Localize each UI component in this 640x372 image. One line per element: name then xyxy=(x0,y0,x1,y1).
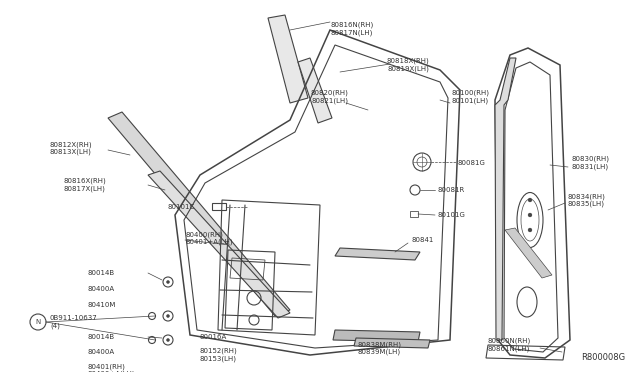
Text: 80081G: 80081G xyxy=(458,160,486,166)
Text: 80152(RH)
80153(LH): 80152(RH) 80153(LH) xyxy=(200,348,237,362)
Text: 80830(RH)
80831(LH): 80830(RH) 80831(LH) xyxy=(572,156,610,170)
Circle shape xyxy=(528,213,532,217)
Text: 80014B: 80014B xyxy=(88,334,115,340)
Polygon shape xyxy=(108,112,290,316)
Text: N: N xyxy=(35,319,40,325)
Text: 80838M(RH)
80839M(LH): 80838M(RH) 80839M(LH) xyxy=(358,341,402,355)
Text: R800008G: R800008G xyxy=(581,353,625,362)
Text: 80400A: 80400A xyxy=(88,286,115,292)
Text: 80816X(RH)
80817X(LH): 80816X(RH) 80817X(LH) xyxy=(64,178,107,192)
Text: 80816N(RH)
80817N(LH): 80816N(RH) 80817N(LH) xyxy=(330,22,374,36)
Circle shape xyxy=(166,314,170,317)
Text: 80812X(RH)
80813X(LH): 80812X(RH) 80813X(LH) xyxy=(50,141,93,155)
Text: 80101G: 80101G xyxy=(437,212,465,218)
Polygon shape xyxy=(335,248,420,260)
Bar xyxy=(212,203,226,210)
Polygon shape xyxy=(495,58,516,340)
Text: 80016A: 80016A xyxy=(200,334,227,340)
Text: 80101C: 80101C xyxy=(168,204,195,210)
Text: 80081R: 80081R xyxy=(437,187,464,193)
Text: 0B911-10637
(4): 0B911-10637 (4) xyxy=(50,315,98,329)
Polygon shape xyxy=(298,58,332,123)
Polygon shape xyxy=(268,15,308,103)
Polygon shape xyxy=(148,171,290,318)
Text: 80834(RH)
80835(LH): 80834(RH) 80835(LH) xyxy=(568,193,606,207)
Text: 80401(RH)
80400+A(LH): 80401(RH) 80400+A(LH) xyxy=(88,363,136,372)
Circle shape xyxy=(166,339,170,341)
Text: 80100(RH)
80101(LH): 80100(RH) 80101(LH) xyxy=(452,90,490,104)
Circle shape xyxy=(166,280,170,283)
Text: 80410M: 80410M xyxy=(88,302,116,308)
Polygon shape xyxy=(505,228,552,278)
Text: 80860N(RH)
80861N(LH): 80860N(RH) 80861N(LH) xyxy=(488,338,531,352)
Text: 80400(RH)
80401+A(LH): 80400(RH) 80401+A(LH) xyxy=(185,231,232,245)
Text: 80820(RH)
80821(LH): 80820(RH) 80821(LH) xyxy=(310,90,348,104)
Circle shape xyxy=(528,228,532,232)
Text: 80400A: 80400A xyxy=(88,349,115,355)
Text: 80818X(RH)
80819X(LH): 80818X(RH) 80819X(LH) xyxy=(387,58,429,72)
Circle shape xyxy=(528,198,532,202)
Polygon shape xyxy=(333,330,420,342)
Bar xyxy=(410,211,418,217)
Text: 80014B: 80014B xyxy=(88,270,115,276)
Text: 80841: 80841 xyxy=(412,237,435,243)
Polygon shape xyxy=(354,338,430,348)
